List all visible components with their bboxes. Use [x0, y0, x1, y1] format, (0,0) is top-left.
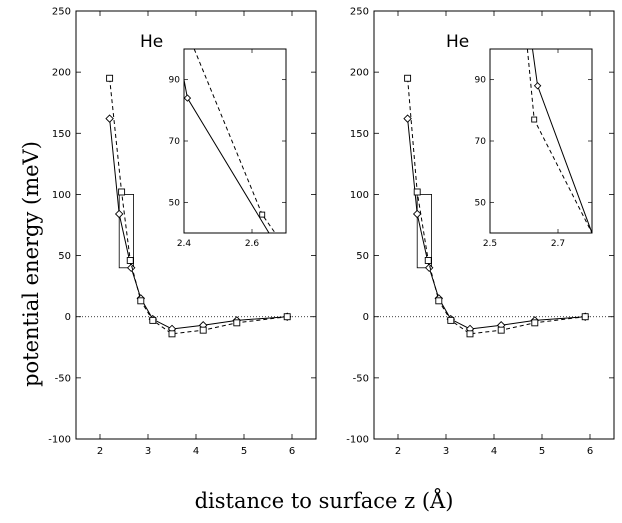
x-tick-label: 5	[539, 446, 545, 457]
plot-frame	[373, 10, 615, 440]
data-point-square	[531, 319, 539, 327]
y-tick-label: -50	[55, 373, 71, 384]
data-point-square	[283, 313, 291, 321]
data-point-diamond	[412, 209, 422, 219]
data-point-diamond	[105, 114, 114, 123]
inset-y-tick-label: 70	[169, 137, 181, 147]
inset-data-point-square	[531, 116, 538, 123]
y-tick-label: 0	[65, 312, 71, 323]
series-group	[105, 74, 292, 338]
inset-y-tick-label: 70	[475, 137, 487, 147]
inset-data-point-diamond	[533, 82, 542, 90]
x-axis-title: distance to surface z (Å)	[195, 488, 454, 513]
y-tick-label: 50	[356, 251, 369, 262]
series-group	[403, 74, 590, 338]
x-tick-label: 6	[587, 446, 593, 457]
data-point-diamond	[126, 263, 136, 273]
plot-frame	[75, 10, 317, 440]
data-point-diamond	[424, 263, 434, 273]
x-tick-label: 5	[241, 446, 247, 457]
data-point-square	[424, 257, 432, 264]
x-tick-label: 2	[97, 446, 103, 457]
y-tick-label: 200	[350, 68, 369, 79]
data-point-square	[447, 316, 455, 324]
y-tick-label: 100	[350, 190, 369, 201]
inset-data-point-diamond	[184, 94, 192, 102]
inset-x-tick-label: 2.4	[177, 239, 192, 249]
inset-x-tick-label: 2.7	[551, 239, 565, 249]
data-point-square	[106, 74, 114, 82]
y-tick-label: 250	[350, 7, 369, 18]
right-panel: -100 -50 0 50 100 150 200 250 2 3 4 5 6 He 50 70 90 2.5 2.…	[346, 7, 615, 457]
inset-y-tick-label: 50	[475, 198, 487, 208]
data-point-square	[466, 330, 474, 338]
data-point-square	[497, 326, 505, 334]
x-tick-label: 6	[289, 446, 295, 457]
data-point-square	[581, 313, 589, 321]
inset-y-tick-label: 50	[169, 198, 181, 208]
inset-series-group	[184, 49, 276, 233]
inset-background	[490, 49, 592, 233]
x-tick-label: 4	[193, 446, 199, 457]
inset-series-line-dashed	[193, 49, 276, 233]
y-tick-label: -50	[353, 373, 369, 384]
y-tick-label: 200	[52, 68, 71, 79]
data-point-square	[118, 188, 126, 196]
y-tick-label: -100	[48, 435, 71, 446]
inset-x-tick-label: 2.6	[245, 239, 260, 249]
inset-frame	[183, 48, 287, 234]
data-point-square	[233, 319, 241, 327]
x-tick-label: 3	[145, 446, 151, 457]
x-tick-label: 2	[395, 446, 401, 457]
inset-background	[184, 49, 286, 233]
inset: 50 70 90 2.4 2.6	[169, 48, 287, 249]
data-point-square	[137, 297, 145, 305]
inset-y-tick-label: 90	[475, 76, 487, 86]
x-tick-label: 4	[491, 446, 497, 457]
y-tick-label: 150	[350, 129, 369, 140]
data-point-square	[435, 297, 443, 305]
data-point-square	[413, 188, 421, 196]
y-axis-title: potential energy (meV)	[19, 141, 43, 387]
inset-series-group	[526, 49, 592, 233]
inset-x-tick-label: 2.5	[483, 239, 497, 249]
y-tick-label: 150	[52, 129, 71, 140]
inset-y-tick-label: 90	[169, 76, 181, 86]
y-tick-label: -100	[346, 435, 369, 446]
inset-frame	[489, 48, 593, 234]
zoom-box	[118, 194, 134, 269]
data-point-square	[199, 326, 207, 334]
element-annotation: He	[446, 32, 469, 52]
data-point-diamond	[114, 209, 124, 219]
y-tick-label: 0	[363, 312, 369, 323]
zoom-box	[416, 194, 433, 269]
left-panel: -100 -50 0 50 100 150 200 250 2 3 4 5 6 He 50 70 90 2.4 2.…	[48, 7, 317, 457]
y-tick-label: 100	[52, 190, 71, 201]
inset: 50 70 90 2.5 2.7	[475, 48, 593, 249]
data-point-square	[149, 316, 157, 324]
y-tick-label: 250	[52, 7, 71, 18]
y-tick-label: 50	[58, 251, 71, 262]
data-point-diamond	[403, 114, 412, 123]
data-point-square	[126, 257, 134, 264]
data-point-square	[404, 74, 412, 82]
inset-data-point-square	[259, 211, 266, 218]
data-point-square	[168, 330, 176, 338]
element-annotation: He	[140, 32, 163, 52]
x-tick-label: 3	[443, 446, 449, 457]
